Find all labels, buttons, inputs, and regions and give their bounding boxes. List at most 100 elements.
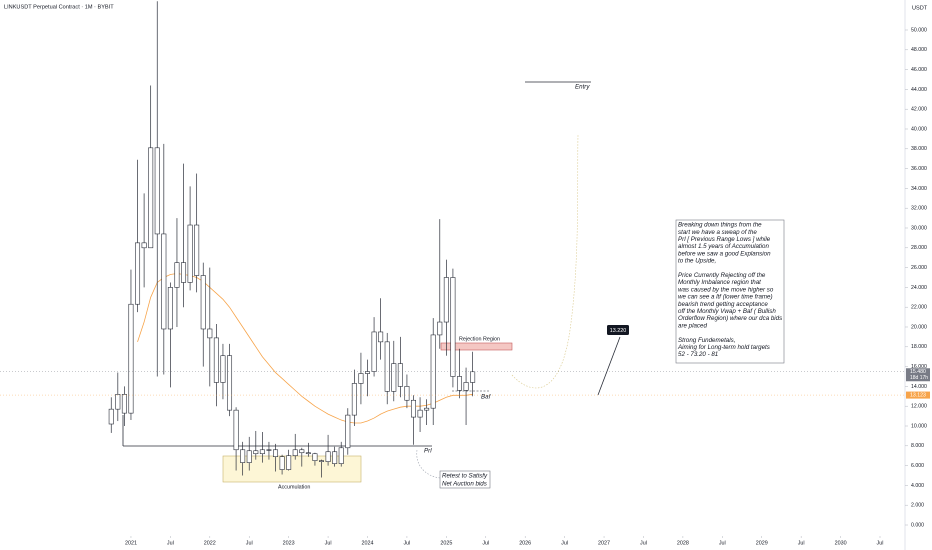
candle-body (148, 147, 154, 249)
candle-body (391, 363, 397, 392)
notes-line: Prl [ Previous Range Lows ] while (678, 236, 771, 243)
candle-body (135, 242, 141, 305)
y-tick-label: 50.000 (911, 27, 927, 33)
x-tick-label: 2023 (283, 540, 295, 546)
x-tick-label: 2027 (598, 540, 610, 546)
candle-body (338, 447, 344, 464)
target-arrow (597, 336, 621, 396)
candle-body (115, 394, 121, 410)
projection-path (511, 134, 579, 389)
countdown-label: 18d 17h (910, 375, 928, 381)
y-tick-label: 18.000 (911, 344, 927, 350)
notes-line: Orderflow Region) where our dca bids (678, 315, 782, 322)
candle-body (456, 376, 462, 391)
y-tick-label: 10.000 (911, 423, 927, 429)
y-tick-label: 8.000 (911, 443, 924, 449)
y-tick-label: 4.000 (911, 483, 924, 489)
y-tick-label: 30.000 (911, 225, 927, 231)
candle-body (351, 383, 357, 416)
y-tick-label: 46.000 (911, 67, 927, 73)
y-tick-label: 34.000 (911, 186, 927, 192)
notes-line: Strong Fundemetals, (678, 337, 735, 344)
y-tick-label: 0.000 (911, 522, 924, 528)
candle-body (378, 331, 384, 343)
y-tick-label: 42.000 (911, 107, 927, 113)
y-tick-label: 40.000 (911, 126, 927, 132)
rejection-box (440, 342, 513, 351)
retest-box (439, 470, 491, 489)
notes-box (675, 219, 785, 364)
target-tag (607, 325, 629, 335)
notes-line: was caused by the move higher so (678, 286, 774, 293)
retest-label: Retest to Satisfy (442, 473, 488, 480)
price-tag-label: 13.123 (910, 392, 926, 398)
y-tick-label: 6.000 (911, 463, 924, 469)
candle-body (332, 451, 338, 464)
notes-line: Monthly Imbalance region that (678, 279, 761, 286)
y-tick-label: 28.000 (911, 245, 927, 251)
vwap-line (137, 273, 473, 424)
candle-body (292, 449, 298, 457)
x-tick-label: 2021 (125, 540, 137, 546)
candle-body (161, 233, 167, 330)
candle-body (365, 371, 371, 374)
accumulation-label: Accumulation (278, 484, 310, 490)
y-tick-label: 38.000 (911, 146, 927, 152)
y-tick-label: 20.000 (911, 324, 927, 330)
retest-path (416, 449, 441, 479)
y-tick-label: 2.000 (911, 503, 924, 509)
price-tag-label: 15.480 (910, 369, 926, 375)
price-tag (906, 391, 930, 399)
x-tick-label: Jul (403, 540, 410, 546)
candle-body (299, 449, 305, 454)
notes-line: we can see a ltf (lower time frame) (678, 294, 773, 301)
candle-body (108, 408, 114, 425)
x-tick-label: Jul (640, 540, 647, 546)
x-tick-label: Jul (325, 540, 332, 546)
x-tick-label: Jul (482, 540, 489, 546)
candle-body (194, 224, 200, 276)
retest-label: Net Auction bids (442, 481, 487, 488)
candle-body (207, 328, 213, 339)
candle-body (233, 409, 239, 451)
x-tick-label: Jul (167, 540, 174, 546)
candle-body (430, 334, 436, 409)
candle-body (266, 449, 272, 451)
x-tick-label: 2028 (677, 540, 689, 546)
candle-body (397, 363, 403, 387)
candle-body (410, 399, 416, 418)
notes-line: bearish trend getting acceptance (678, 301, 768, 308)
y-tick-label: 12.000 (911, 404, 927, 410)
candle-body (279, 456, 285, 470)
candle-body (220, 355, 226, 383)
x-tick-label: Jul (719, 540, 726, 546)
candle-body (174, 262, 180, 288)
x-tick-label: 2026 (519, 540, 531, 546)
notes-line: are placed (678, 322, 707, 329)
candle-body (345, 414, 351, 449)
candle-body (384, 341, 390, 392)
candle-body (227, 355, 233, 411)
candle-body (259, 449, 265, 455)
candle-body (273, 449, 279, 457)
baf-label: Baf (481, 394, 492, 401)
price-tag (906, 368, 930, 382)
candle-body (450, 277, 456, 377)
y-tick-label: 22.000 (911, 305, 927, 311)
x-tick-label: 2024 (362, 540, 374, 546)
prl-label: Prl (424, 448, 432, 455)
candle-body (417, 409, 423, 418)
candle-body (253, 450, 259, 455)
candle-body (319, 460, 325, 462)
rejection-label: Rejection Region (459, 336, 500, 342)
y-tick-label: 16.000 (911, 364, 927, 370)
candle-body (286, 455, 292, 470)
currency-label: USDT (912, 5, 928, 11)
notes-line: Price Currently Rejecting off the (678, 272, 766, 279)
candle-body (404, 386, 410, 401)
candle-body (437, 321, 443, 336)
candle-body (141, 242, 147, 249)
candle-body (463, 382, 469, 391)
candle-body (246, 450, 252, 463)
